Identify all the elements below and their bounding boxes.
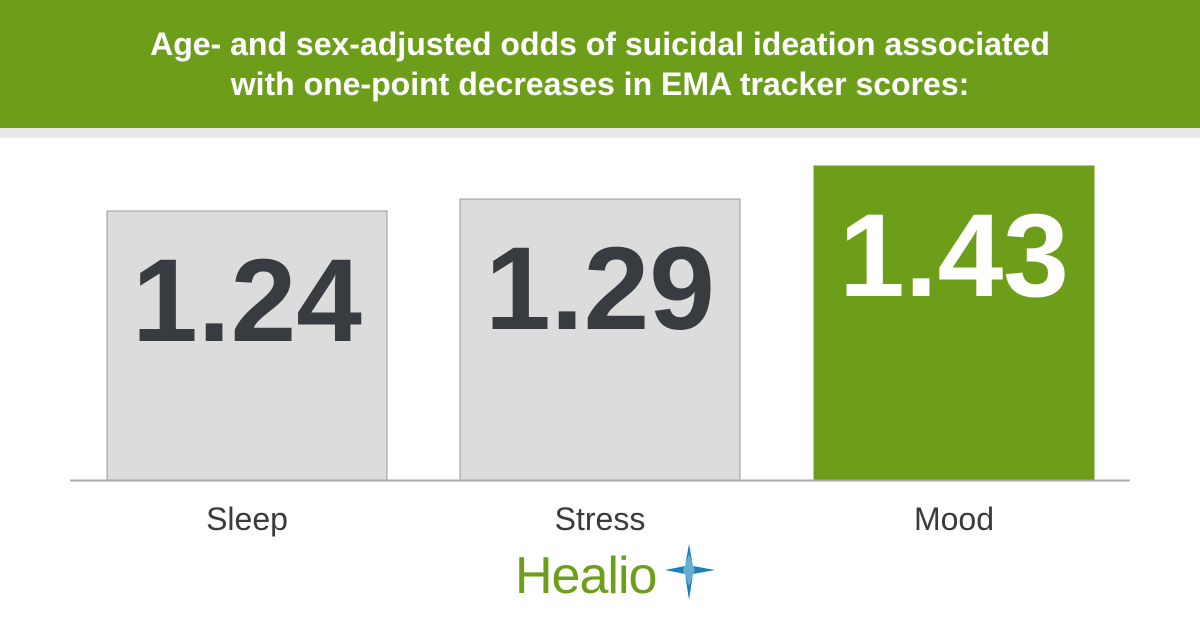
healio-logo: Healio	[515, 540, 725, 610]
healio-star-icon	[665, 544, 715, 600]
header-banner: Age- and sex-adjusted odds of suicidal i…	[0, 0, 1200, 128]
category-label-stress: Stress	[555, 501, 646, 537]
data-label-mood: 1.43	[839, 190, 1069, 322]
data-label-stress: 1.29	[485, 223, 715, 355]
bar-stress	[459, 198, 741, 481]
bar-sleep	[106, 210, 388, 481]
chart-title-line-1: Age- and sex-adjusted odds of suicidal i…	[150, 26, 1050, 62]
chart-title-line-2: with one-point decreases in EMA tracker …	[230, 66, 970, 102]
data-label-sleep: 1.24	[132, 235, 362, 367]
category-label-mood: Mood	[914, 501, 994, 537]
header-divider	[0, 128, 1200, 138]
category-label-sleep: Sleep	[206, 501, 288, 537]
bar-mood	[813, 165, 1095, 481]
logo-wordmark: Healio	[515, 547, 657, 605]
